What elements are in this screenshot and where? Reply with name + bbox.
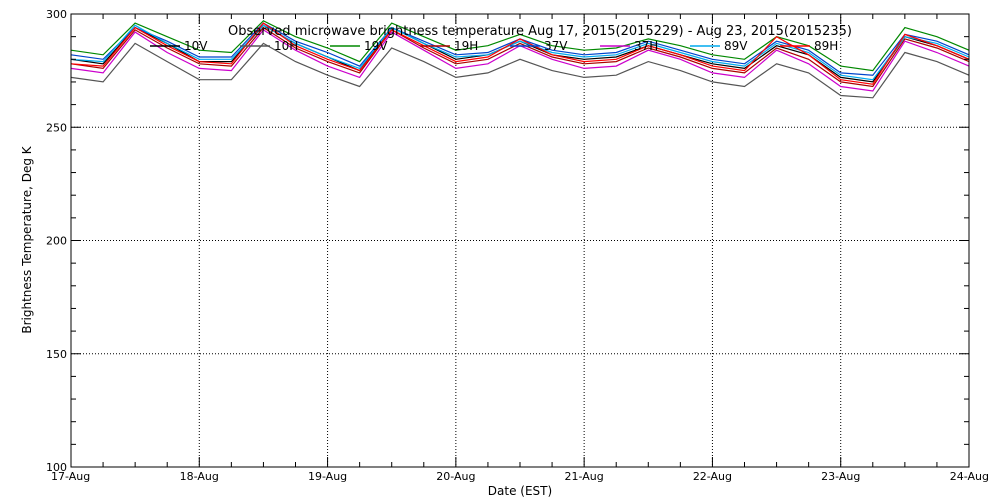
legend-label-10h: 10H xyxy=(274,39,298,53)
x-tick-label: 20-Aug xyxy=(436,470,475,483)
x-tick-label: 23-Aug xyxy=(821,470,860,483)
axis-ticks xyxy=(70,13,970,468)
legend-label-19v: 19V xyxy=(364,39,388,53)
y-tick-label: 300 xyxy=(46,8,67,21)
x-axis-label: Date (EST) xyxy=(488,484,552,498)
chart-title: Observed microwave brightness temperatur… xyxy=(228,24,852,39)
tick-labels: 100 150 200 250 300 17-Aug 18-Aug 19-Aug 20-Aug 2… xyxy=(46,8,989,483)
y-axis-label: Brightness Temperature, Deg K xyxy=(20,145,34,333)
x-tick-label: 22-Aug xyxy=(693,470,732,483)
y-tick-label: 200 xyxy=(46,235,67,248)
x-tick-label: 21-Aug xyxy=(565,470,604,483)
x-tick-label: 19-Aug xyxy=(308,470,347,483)
x-tick-label: 17-Aug xyxy=(51,470,90,483)
grid-lines xyxy=(71,14,969,467)
series-line-19h xyxy=(70,26,970,88)
legend-label-37h: 37H xyxy=(634,39,658,53)
series-line-19v xyxy=(70,20,970,72)
legend: 10V 10H 19V 19H 37V 37H 89V 89H xyxy=(150,39,838,53)
legend-label-89h: 89H xyxy=(814,39,838,53)
series-line-10h xyxy=(70,42,970,99)
legend-label-19h: 19H xyxy=(454,39,478,53)
y-tick-label: 250 xyxy=(46,121,67,134)
x-tick-label: 18-Aug xyxy=(180,470,219,483)
legend-label-37v: 37V xyxy=(544,39,568,53)
series-lines xyxy=(70,20,970,99)
series-line-89v xyxy=(70,24,970,81)
legend-label-89v: 89V xyxy=(724,39,748,53)
y-tick-label: 100 xyxy=(46,461,67,474)
x-tick-label: 24-Aug xyxy=(950,470,989,483)
legend-label-10v: 10V xyxy=(184,39,208,53)
series-line-89h xyxy=(70,22,970,85)
y-tick-label: 150 xyxy=(46,348,67,361)
